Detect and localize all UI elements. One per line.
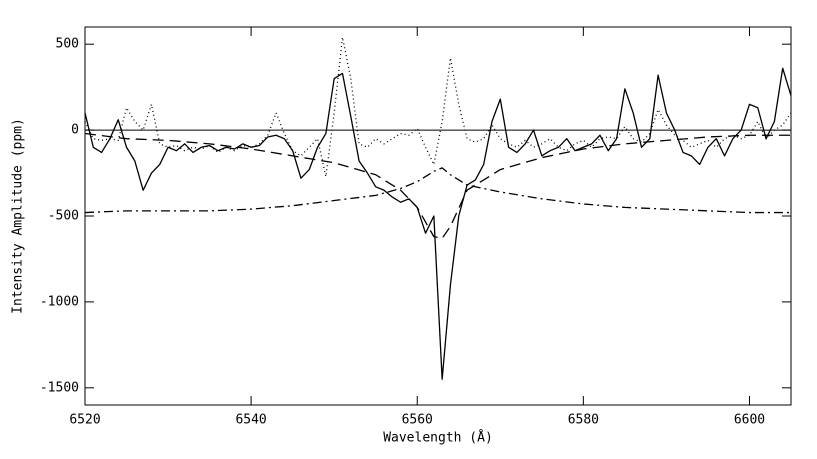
y-tick-label: -500 — [48, 209, 79, 224]
x-tick-label: 6520 — [69, 413, 100, 428]
y-tick-label: -1000 — [40, 294, 79, 309]
x-tick-label: 6600 — [734, 413, 765, 428]
series-line — [85, 36, 791, 178]
plot-frame — [84, 26, 792, 406]
y-tick-label: -1500 — [40, 380, 79, 395]
series-line — [85, 132, 791, 239]
series-line — [85, 167, 791, 214]
series-line — [85, 67, 791, 380]
x-tick-label: 6540 — [235, 413, 266, 428]
plot-lines — [85, 36, 791, 380]
y-axis-label: Intensity Amplitude (ppm) — [11, 118, 26, 314]
y-tick-label: 0 — [71, 123, 79, 138]
x-tick-label: 6580 — [568, 413, 599, 428]
x-tick-label: 6560 — [402, 413, 433, 428]
y-tick-label: 500 — [56, 37, 79, 52]
x-axis-label: Wavelength (Å) — [383, 430, 493, 446]
